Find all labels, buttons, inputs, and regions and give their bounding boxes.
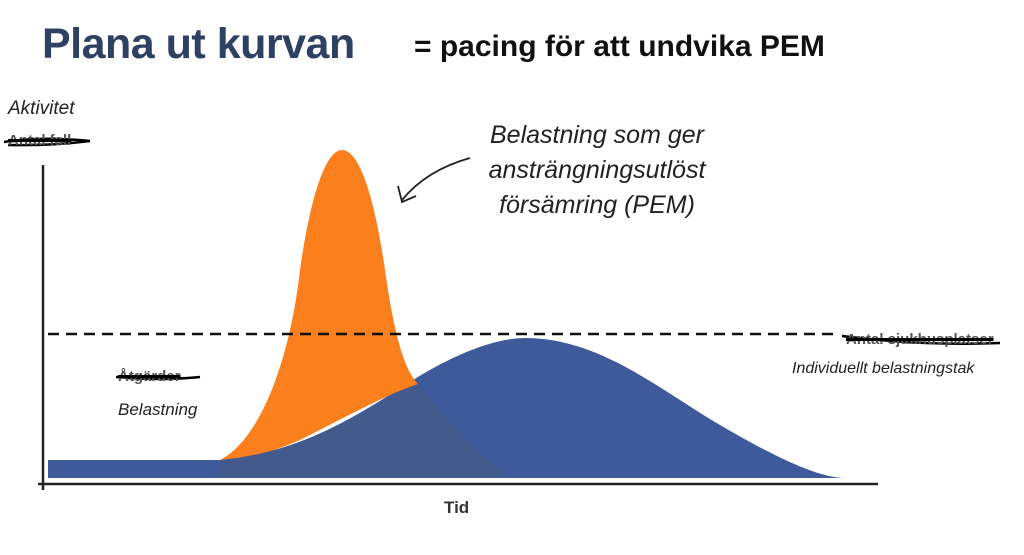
- load-struck-label: Åtgärder: [118, 368, 181, 385]
- pem-annotation: Belastning som ger ansträngningsutlöst f…: [462, 118, 732, 223]
- peak-curve: [48, 150, 418, 460]
- scribble-y-old: [3, 137, 91, 147]
- y-axis-label: Aktivitet: [8, 98, 75, 119]
- load-label: Belastning: [118, 400, 198, 419]
- ceiling-struck-label: Antal sjukhusplatser: [846, 331, 994, 348]
- flat-curve: [48, 338, 845, 478]
- pem-arrowhead-icon: [397, 185, 417, 204]
- pem-line-1: Belastning som ger: [489, 121, 704, 149]
- page-subtitle: = pacing för att undvika PEM: [414, 30, 825, 63]
- page-title: Plana ut kurvan: [42, 20, 355, 68]
- x-axis-label: Tid: [444, 498, 470, 517]
- overlap-region: [220, 384, 510, 478]
- pem-arrow-icon: [401, 157, 471, 201]
- y-axis-struck-label: Antal fall: [8, 132, 72, 149]
- pem-line-3: försämring (PEM): [499, 191, 695, 219]
- scribble-load-old: [115, 375, 201, 381]
- scribble-ceiling-old: [841, 334, 1001, 345]
- ceiling-label: Individuellt belastningstak: [792, 360, 975, 377]
- pem-line-2: ansträngningsutlöst: [488, 156, 706, 184]
